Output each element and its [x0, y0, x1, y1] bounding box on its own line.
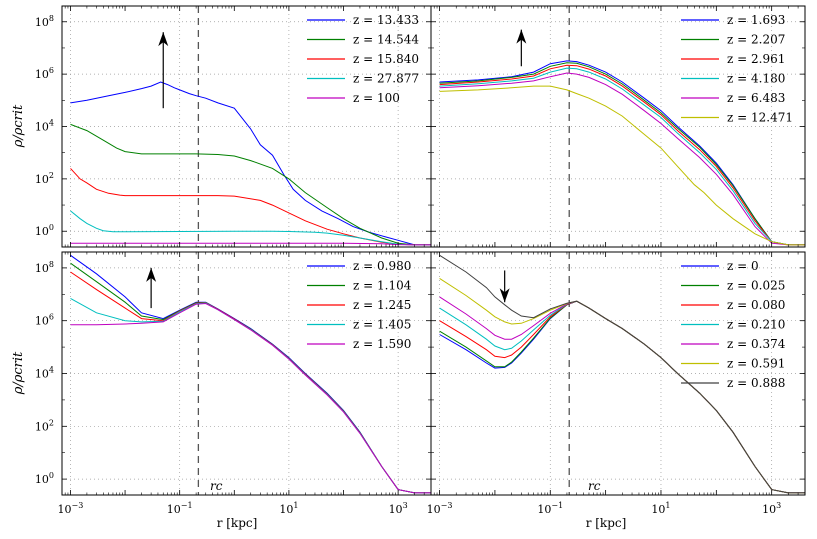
series-line-1: [70, 81, 431, 246]
panel-top-right: z = 1.693 z = 2.207 z = 2.961 z = 4.180 z = …: [430, 5, 806, 248]
series-line-4: [439, 67, 805, 246]
legend-label: z = 2.207: [727, 33, 785, 47]
y-tick-label: 100: [35, 223, 54, 238]
arrow-head: [499, 288, 510, 303]
y-tick-label: 102: [35, 418, 54, 433]
legend-label: z = 100: [353, 91, 400, 105]
ylabel-bottom: ρ/ρcrit: [11, 351, 26, 395]
y-tick-label: 102: [35, 171, 54, 186]
y-tick-label: 108: [35, 14, 54, 29]
legend-label: z = 0.888: [727, 376, 785, 390]
x-tick-label: 10−3: [58, 501, 84, 516]
series-line-4: [70, 210, 431, 246]
y-tick-label: 106: [35, 313, 54, 328]
legend-label: z = 14.544: [353, 33, 419, 47]
x-tick-label: 103: [762, 501, 781, 516]
rc-label-right: rc: [588, 479, 601, 493]
series-line-6: [439, 85, 805, 246]
legend-label: z = 27.877: [353, 72, 419, 86]
x-tick-label: 103: [389, 501, 408, 516]
legend-label: z = 15.840: [353, 52, 419, 66]
legend-label: z = 1.405: [353, 318, 411, 332]
y-tick-label: 104: [35, 119, 54, 134]
xlabel-right: r [kpc]: [586, 516, 627, 530]
legend-label: z = 1.245: [353, 298, 411, 312]
legend-label: z = 12.471: [727, 111, 793, 125]
legend-label: z = 0.980: [353, 259, 411, 273]
x-tick-label: 101: [279, 501, 298, 516]
ylabel-top: ρ/ρcrit: [11, 104, 26, 148]
y-tick-label: 108: [35, 260, 54, 275]
legend: z = 1.693 z = 2.207 z = 2.961 z = 4.180 z = …: [681, 13, 793, 125]
series-line-5: [439, 72, 805, 246]
series-line-3: [70, 168, 431, 246]
xlabel-left: r [kpc]: [217, 516, 258, 530]
series-line-2: [70, 123, 431, 246]
arrow-head: [146, 267, 157, 282]
legend-label: z = 0.080: [727, 298, 785, 312]
y-tick-label: 106: [35, 66, 54, 81]
x-tick-label: 10−3: [427, 501, 453, 516]
legend: z = 13.433 z = 14.544 z = 15.840 z = 27.877…: [307, 13, 419, 105]
legend-label: z = 0.374: [727, 337, 786, 351]
legend-label: z = 13.433: [353, 13, 419, 27]
legend-label: z = 1.693: [727, 13, 785, 27]
x-tick-label: 101: [651, 501, 670, 516]
legend-label: z = 1.104: [353, 279, 412, 293]
legend-label: z = 2.961: [727, 52, 785, 66]
legend-label: z = 0.210: [727, 318, 785, 332]
rc-label-left: rc: [210, 479, 223, 493]
x-tick-label: 10−1: [167, 501, 193, 516]
x-tick-label: 10−1: [537, 501, 563, 516]
series-line-2: [439, 62, 805, 246]
y-tick-label: 104: [35, 366, 54, 381]
legend-label: z = 6.483: [727, 91, 785, 105]
legend-label: z = 0.025: [727, 279, 785, 293]
series-line-5: [70, 242, 431, 246]
arrow-head: [516, 29, 527, 44]
legend-label: z = 4.180: [727, 72, 785, 86]
legend-label: z = 0: [727, 259, 759, 273]
y-tick-label: 100: [35, 471, 54, 486]
series-line-5: [70, 302, 431, 494]
legend-label: z = 0.591: [727, 357, 785, 371]
arrow-head: [158, 32, 169, 47]
legend-label: z = 1.590: [353, 337, 411, 351]
legend: z = 0 z = 0.025 z = 0.080 z = 0.210 z = 0.37…: [681, 259, 786, 390]
legend: z = 0.980 z = 1.104 z = 1.245 z = 1.405 z = …: [307, 259, 412, 351]
series-line-7: [439, 254, 805, 494]
series-line-3: [439, 64, 805, 246]
